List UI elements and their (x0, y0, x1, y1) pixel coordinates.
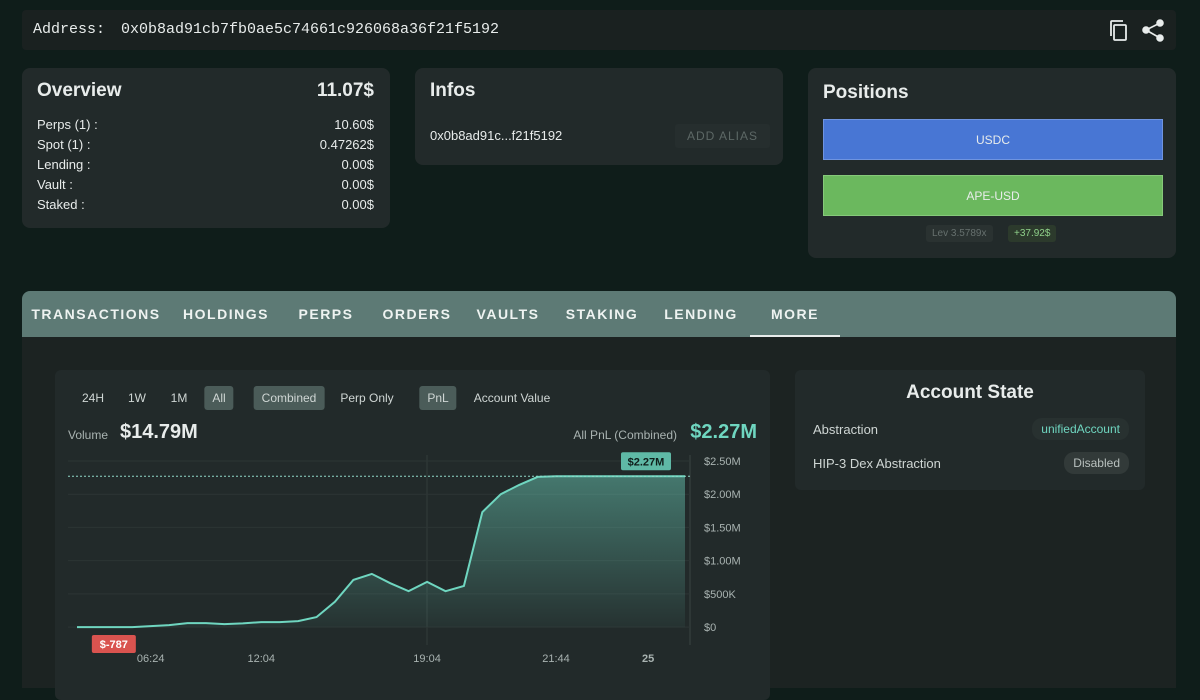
overview-row-label: Staked : (37, 197, 85, 212)
overview-row-value: 0.00$ (341, 177, 374, 192)
last-value-label: $2.27M (628, 456, 665, 468)
tab[interactable]: TRANSACTIONS (31, 306, 161, 322)
metric-button[interactable]: Account Value (473, 391, 551, 405)
y-tick-label: $500K (704, 589, 736, 601)
row-label: Abstraction (813, 422, 879, 437)
overview-row-value: 0.00$ (341, 197, 374, 212)
account-state-card: Account State Abstraction unifiedAccount… (795, 370, 1145, 490)
range-button[interactable]: 1W (128, 391, 146, 405)
tab[interactable]: VAULTS (476, 306, 540, 322)
infos-title: Infos (430, 80, 476, 101)
min-value-badge (91, 635, 136, 653)
address[interactable]: 0x0b8ad91cb7fb0ae5c74661c926068a36f21f51… (121, 21, 500, 38)
position-ape[interactable]: APE-USD (823, 175, 1163, 216)
row-value: unifiedAccount (1032, 418, 1129, 440)
x-tick-label: 06:24 (137, 653, 165, 665)
tab[interactable]: PERPS (298, 306, 354, 322)
last-value-badge (621, 452, 671, 471)
x-tick-label: 19:04 (413, 653, 441, 665)
tab[interactable]: STAKING (565, 306, 639, 322)
line (77, 475, 685, 629)
pnl-chart: $0 $500K $1.00M $1.50M $2.00M $2.50M 06:24 12:0… (68, 452, 741, 665)
leverage: 3.5789x (950, 228, 987, 239)
leverage-badge: Lev 3.5789x (926, 225, 993, 242)
position-usdc[interactable]: USDC (823, 119, 1163, 160)
area (77, 476, 685, 628)
range-button[interactable]: 24H (81, 391, 105, 405)
overview-card: Overview 11.07$ Perps (1) : 10.60$ Spot (1… (22, 68, 390, 228)
positions-title: Positions (823, 82, 909, 103)
address-label: Address: (33, 21, 106, 38)
y-tick-label: $1.50M (704, 522, 741, 534)
address-bar: Address: 0x0b8ad91cb7fb0ae5c74661c926068… (22, 10, 1176, 50)
mode-button[interactable]: Perp Only (340, 391, 394, 405)
overview-row-label: Perps (1) : (37, 117, 98, 132)
y-tick-label: $1.00M (704, 556, 741, 568)
tab[interactable]: ORDERS (382, 306, 452, 322)
add-alias-button[interactable]: ADD ALIAS (675, 124, 771, 148)
range-button[interactable]: 1M (170, 391, 188, 405)
min-value-label: $-787 (100, 639, 128, 651)
pnl-label: All PnL (Combined) (573, 428, 677, 442)
y-tick-label: $2.50M (704, 456, 741, 468)
pnl-badge: +37.92$ (1008, 225, 1057, 242)
volume-label: Volume (68, 428, 109, 442)
tab[interactable]: HOLDINGS (183, 306, 269, 322)
mode-button[interactable]: Combined (253, 386, 325, 410)
overview-row-value: 0.00$ (341, 157, 374, 172)
y-tick-label: $0 (704, 622, 716, 634)
x-tick-label: 12:04 (247, 653, 275, 665)
leverage-label: Lev (932, 228, 949, 239)
volume: $14.79M (120, 421, 198, 443)
overview-total: 11.07$ (316, 80, 374, 101)
row-label: HIP-3 Dex Abstraction (813, 456, 941, 471)
tab-bar (22, 291, 1176, 337)
row-value: Disabled (1064, 452, 1129, 474)
infos-card: Infos 0x0b8ad91c...f21f5192 ADD ALIAS (415, 68, 783, 165)
infos-address: 0x0b8ad91c...f21f5192 (430, 128, 563, 143)
overview-row-label: Spot (1) : (37, 137, 91, 152)
copy-icon[interactable] (1110, 20, 1127, 41)
positions-card: Positions USDC APE-USD Lev 3.5789x +37.9… (808, 68, 1176, 258)
metric-button[interactable]: PnL (419, 386, 457, 410)
share-icon[interactable] (1142, 19, 1164, 42)
icons (1110, 19, 1164, 42)
tab-underline (750, 335, 840, 337)
range-button[interactable]: All (204, 386, 234, 410)
overview-title: Overview (37, 80, 122, 101)
tab[interactable]: MORE (771, 306, 819, 322)
x-tick-label: 25 (642, 653, 654, 665)
overview-row-label: Lending : (37, 157, 91, 172)
overview-row-value: 0.47262$ (319, 137, 374, 152)
pnl: $2.27M (690, 421, 757, 443)
tab[interactable]: LENDING (664, 306, 738, 322)
overview-row-label: Vault : (37, 177, 73, 192)
overview-row-value: 10.60$ (334, 117, 374, 132)
account-state-title: Account State (906, 382, 1034, 403)
y-tick-label: $2.00M (704, 489, 741, 501)
x-tick-label: 21:44 (542, 653, 570, 665)
